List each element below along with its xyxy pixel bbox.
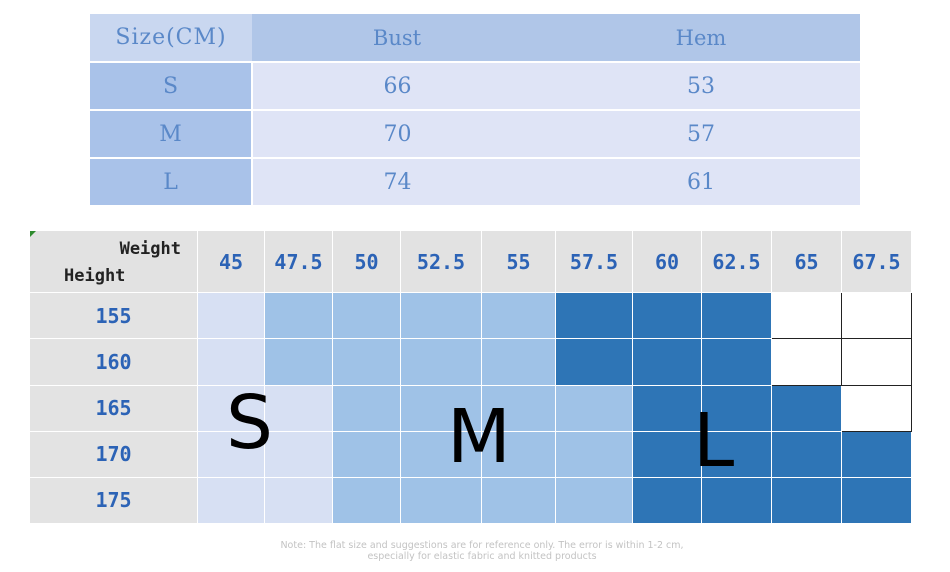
note-line: especially for elastic fabric and knitte… (367, 551, 597, 562)
size-header: Size(CM) (90, 14, 252, 63)
size-cell-l (632, 292, 702, 340)
height-row: 165 (29, 384, 912, 432)
size-cell-m (332, 292, 401, 340)
height-header: 155 (29, 292, 198, 340)
weight-axis-label: Weight (119, 239, 181, 259)
weight-header: 50 (332, 229, 401, 294)
size-cell-l (632, 476, 702, 525)
size-label-s: S (226, 380, 273, 466)
hem-cell: 53 (542, 62, 860, 111)
size-cell-m (332, 384, 401, 432)
size-cell-m (400, 384, 482, 432)
weight-header: 47.5 (264, 229, 333, 294)
height-row: 175 (29, 476, 912, 525)
size-cell-m (400, 338, 482, 386)
weight-header-row: Weight Height 45 47.5 50 52.5 55 57.5 60… (29, 229, 912, 294)
size-cell-x (841, 292, 912, 340)
size-cell: L (90, 158, 253, 205)
weight-header: 57.5 (555, 229, 633, 294)
size-cell-m (481, 384, 556, 432)
size-table: Size(CM) Bust Hem S 66 53 M 70 57 L 74 6… (90, 14, 860, 205)
size-cell-s (197, 292, 265, 340)
size-cell-s (264, 476, 333, 525)
weight-header: 67.5 (841, 229, 912, 294)
weight-height-grid: Weight Height 45 47.5 50 52.5 55 57.5 60… (29, 229, 912, 525)
size-cell-l (632, 338, 702, 386)
corner-marker (30, 231, 36, 237)
hem-cell: 57 (542, 110, 860, 159)
size-label-m: M (447, 394, 511, 480)
size-cell-s (197, 430, 265, 478)
height-header: 175 (29, 476, 198, 525)
weight-header: 65 (771, 229, 842, 294)
size-cell-m (332, 430, 401, 478)
size-cell-x (771, 292, 842, 340)
height-header: 160 (29, 338, 198, 386)
disclaimer-note: Note: The flat size and suggestions are … (0, 540, 950, 562)
size-cell-m (555, 476, 633, 525)
bust-cell: 74 (252, 158, 542, 205)
size-cell-m (332, 476, 401, 525)
size-cell: S (90, 62, 253, 111)
size-cell-l (632, 430, 702, 478)
height-axis-label: Height (64, 266, 126, 287)
size-row-l: L 74 61 (90, 158, 860, 205)
size-row-s: S 66 53 (90, 62, 860, 111)
size-cell-l (701, 338, 772, 386)
size-cell-m (332, 338, 401, 386)
size-cell-m (264, 338, 333, 386)
size-cell-s (197, 384, 265, 432)
height-row: 160 (29, 338, 912, 386)
size-cell-l (771, 384, 842, 432)
size-cell-l (701, 476, 772, 525)
bust-header: Bust (252, 14, 542, 63)
size-label-l: L (693, 398, 735, 484)
hem-header: Hem (542, 14, 860, 63)
size-cell-x (841, 384, 912, 432)
weight-header: 52.5 (400, 229, 482, 294)
size-cell-s (264, 384, 333, 432)
grid-corner: Weight Height (29, 229, 198, 294)
size-cell-l (771, 430, 842, 478)
size-cell-m (400, 430, 482, 478)
size-cell-s (197, 476, 265, 525)
size-cell-m (555, 430, 633, 478)
size-cell-x (841, 338, 912, 386)
size-cell-x (771, 338, 842, 386)
height-row: 170 (29, 430, 912, 478)
size-cell-m (481, 338, 556, 386)
size-cell-m (481, 292, 556, 340)
bust-cell: 70 (252, 110, 542, 159)
size-cell-l (555, 338, 633, 386)
size-cell-m (481, 430, 556, 478)
size-cell-l (555, 292, 633, 340)
hem-cell: 61 (542, 158, 860, 205)
size-table-header: Size(CM) Bust Hem (90, 14, 860, 63)
height-header: 165 (29, 384, 198, 432)
weight-header: 45 (197, 229, 265, 294)
size-cell-m (400, 476, 482, 525)
size-cell-l (701, 384, 772, 432)
size-cell-m (555, 384, 633, 432)
size-cell-l (771, 476, 842, 525)
size-cell: M (90, 110, 253, 159)
size-cell-l (632, 384, 702, 432)
size-cell-l (841, 476, 912, 525)
bust-cell: 66 (252, 62, 542, 111)
size-row-m: M 70 57 (90, 110, 860, 159)
weight-header: 60 (632, 229, 702, 294)
weight-header: 55 (481, 229, 556, 294)
size-cell-m (264, 292, 333, 340)
size-cell-m (481, 476, 556, 525)
height-row: 155 (29, 292, 912, 340)
size-cell-s (197, 338, 265, 386)
size-cell-m (400, 292, 482, 340)
size-cell-s (264, 430, 333, 478)
size-cell-l (701, 292, 772, 340)
weight-header: 62.5 (701, 229, 772, 294)
size-cell-l (841, 430, 912, 478)
note-line: Note: The flat size and suggestions are … (280, 540, 684, 551)
height-header: 170 (29, 430, 198, 478)
